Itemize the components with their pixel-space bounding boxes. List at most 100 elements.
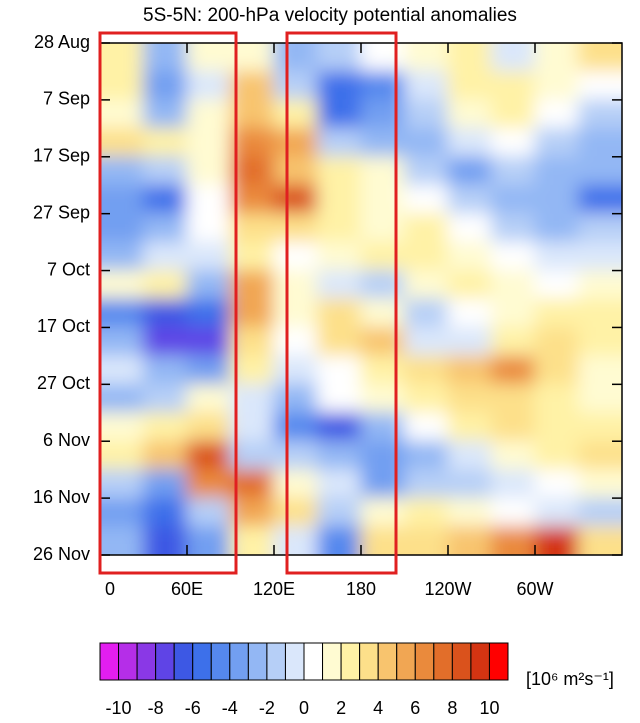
field-cell bbox=[447, 43, 492, 72]
field-cell bbox=[273, 156, 318, 186]
field-cell bbox=[100, 497, 144, 528]
field-cell bbox=[534, 412, 579, 442]
field-cell bbox=[404, 326, 449, 357]
field-cell bbox=[100, 99, 144, 129]
colorbar-box bbox=[340, 642, 361, 681]
colorbar-box bbox=[99, 642, 120, 681]
field-cell bbox=[404, 469, 449, 499]
field-cell bbox=[360, 355, 405, 385]
field-cell bbox=[360, 412, 405, 442]
field-cell bbox=[360, 43, 405, 72]
field-cell bbox=[143, 156, 188, 186]
field-cell bbox=[404, 127, 449, 158]
field-cell bbox=[404, 526, 449, 555]
field-cell bbox=[143, 469, 188, 499]
field-cell bbox=[273, 184, 318, 215]
field-cell bbox=[534, 298, 579, 328]
colorbar-box bbox=[414, 642, 435, 681]
field-cell bbox=[317, 156, 362, 186]
field-cell bbox=[186, 184, 231, 215]
field-cell bbox=[186, 270, 231, 300]
field-cell bbox=[447, 497, 492, 528]
colorbar-box bbox=[377, 642, 398, 681]
field-cell bbox=[491, 156, 536, 186]
field-cell bbox=[360, 270, 405, 300]
field-cell bbox=[534, 156, 579, 186]
field-cell bbox=[491, 70, 536, 101]
field-cell bbox=[143, 184, 188, 215]
field-cell bbox=[578, 412, 622, 442]
field-cell bbox=[143, 326, 188, 357]
colorbar-box bbox=[359, 642, 379, 681]
field-cell bbox=[404, 70, 449, 101]
field-cell bbox=[186, 526, 231, 555]
field-cell bbox=[317, 383, 362, 414]
field-cell bbox=[100, 70, 144, 101]
field-cell bbox=[578, 355, 622, 385]
field-cell bbox=[491, 326, 536, 357]
field-cell bbox=[186, 355, 231, 385]
field-cell bbox=[534, 440, 579, 471]
field-cell bbox=[578, 298, 622, 328]
field-cell bbox=[143, 440, 188, 471]
field-cell bbox=[100, 43, 144, 72]
y-tick-label: 17 Sep bbox=[33, 146, 90, 166]
field-clip bbox=[100, 43, 622, 555]
field-cell bbox=[578, 127, 622, 158]
colorbar-label: [10⁶ m²s⁻¹] bbox=[526, 669, 614, 689]
field-cell bbox=[491, 412, 536, 442]
field-cell bbox=[273, 326, 318, 357]
colorbar: -10 -8 -6 -4 -2 0 2 4 6 8 10 bbox=[99, 642, 509, 718]
field-cell bbox=[534, 469, 579, 499]
x-tick-label: 60E bbox=[171, 579, 203, 599]
field-cell bbox=[491, 127, 536, 158]
field-cell bbox=[491, 526, 536, 555]
field-cell bbox=[100, 440, 144, 471]
field-cell bbox=[491, 469, 536, 499]
axes: 28 Aug 7 Sep 17 Sep 27 Sep 7 Oct 17 Oct 27 Oct… bbox=[33, 32, 622, 599]
field-cell bbox=[143, 99, 188, 129]
field-cell bbox=[491, 184, 536, 215]
x-tick-label: 120E bbox=[253, 579, 295, 599]
field-cell bbox=[100, 355, 144, 385]
field-cell bbox=[100, 526, 144, 555]
field-cell bbox=[273, 469, 318, 499]
field-cell bbox=[491, 99, 536, 129]
field-cell bbox=[143, 497, 188, 528]
field-cell bbox=[317, 43, 362, 72]
field-cell bbox=[273, 213, 318, 243]
field-cell bbox=[447, 412, 492, 442]
y-tick-label: 28 Aug bbox=[34, 32, 90, 52]
field-cell bbox=[186, 156, 231, 186]
y-tick-label: 17 Oct bbox=[37, 316, 90, 336]
field-cell bbox=[186, 241, 231, 272]
field-cell bbox=[143, 298, 188, 328]
x-tick-label: 0 bbox=[105, 579, 115, 599]
field-cell bbox=[317, 70, 362, 101]
field-cell bbox=[404, 43, 449, 72]
field-cell bbox=[360, 127, 405, 158]
field-cell bbox=[317, 127, 362, 158]
colorbar-box bbox=[155, 642, 175, 681]
field-cell bbox=[447, 440, 492, 471]
colorbar-box bbox=[136, 642, 157, 681]
field-cell bbox=[317, 298, 362, 328]
field-cell bbox=[100, 241, 144, 272]
field-cell bbox=[404, 213, 449, 243]
field-cell bbox=[100, 412, 144, 442]
field-cell bbox=[578, 241, 622, 272]
colorbar-box bbox=[173, 642, 194, 681]
field-cell bbox=[404, 355, 449, 385]
field-cell bbox=[404, 440, 449, 471]
colorbar-tick-label: 4 bbox=[373, 698, 383, 718]
field-cell bbox=[404, 184, 449, 215]
field-cell bbox=[578, 326, 622, 357]
field-cell bbox=[404, 156, 449, 186]
field-cell bbox=[578, 213, 622, 243]
field-cell bbox=[447, 298, 492, 328]
y-tick-label: 6 Nov bbox=[43, 430, 90, 450]
field-cell bbox=[143, 355, 188, 385]
field-cell bbox=[578, 469, 622, 499]
field-cell bbox=[186, 440, 231, 471]
